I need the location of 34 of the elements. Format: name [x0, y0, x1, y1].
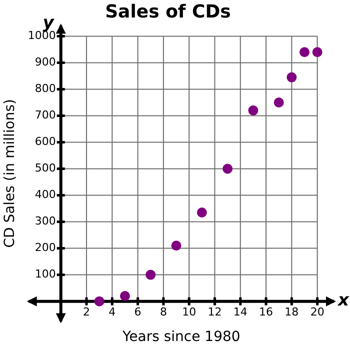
- x-tick-label: 20: [310, 306, 324, 319]
- x-tick-label: 12: [208, 306, 222, 319]
- y-axis-title: CD Sales (in millions): [2, 99, 18, 248]
- y-tick-label: 400: [34, 188, 56, 202]
- point: [146, 270, 156, 280]
- point: [120, 291, 130, 302]
- x-tick-label: 8: [160, 306, 167, 319]
- y-tick-label: 600: [34, 135, 56, 148]
- point: [312, 47, 322, 58]
- x-tick-label: 6: [134, 306, 142, 319]
- point: [274, 97, 284, 108]
- text: x: [337, 290, 350, 311]
- y-tick-label: 900: [34, 56, 56, 69]
- y-tick-label: 700: [34, 108, 56, 122]
- point: [300, 47, 310, 58]
- chart-title: Sales of CDs: [105, 1, 231, 22]
- point: [286, 72, 297, 82]
- x-tick-label: 4: [108, 306, 116, 319]
- point: [222, 164, 233, 174]
- y-tick-label: 800: [34, 82, 56, 96]
- point: [94, 296, 104, 306]
- x-tick-label: 16: [259, 306, 274, 319]
- point: [171, 240, 182, 251]
- x-tick-label: 2: [83, 306, 90, 319]
- y-tick-label: 100: [34, 268, 56, 281]
- y-tick-label: 200: [34, 241, 56, 254]
- x-tick-label: 18: [284, 306, 299, 319]
- x-tick-label: 14: [233, 306, 248, 319]
- x-axis-title: Years since 1980: [121, 329, 240, 346]
- point: [248, 105, 258, 116]
- y-tick-label: 300: [34, 214, 56, 228]
- x-tick-label: 10: [182, 306, 196, 319]
- y-tick-label: 500: [34, 162, 56, 175]
- point: [196, 208, 207, 218]
